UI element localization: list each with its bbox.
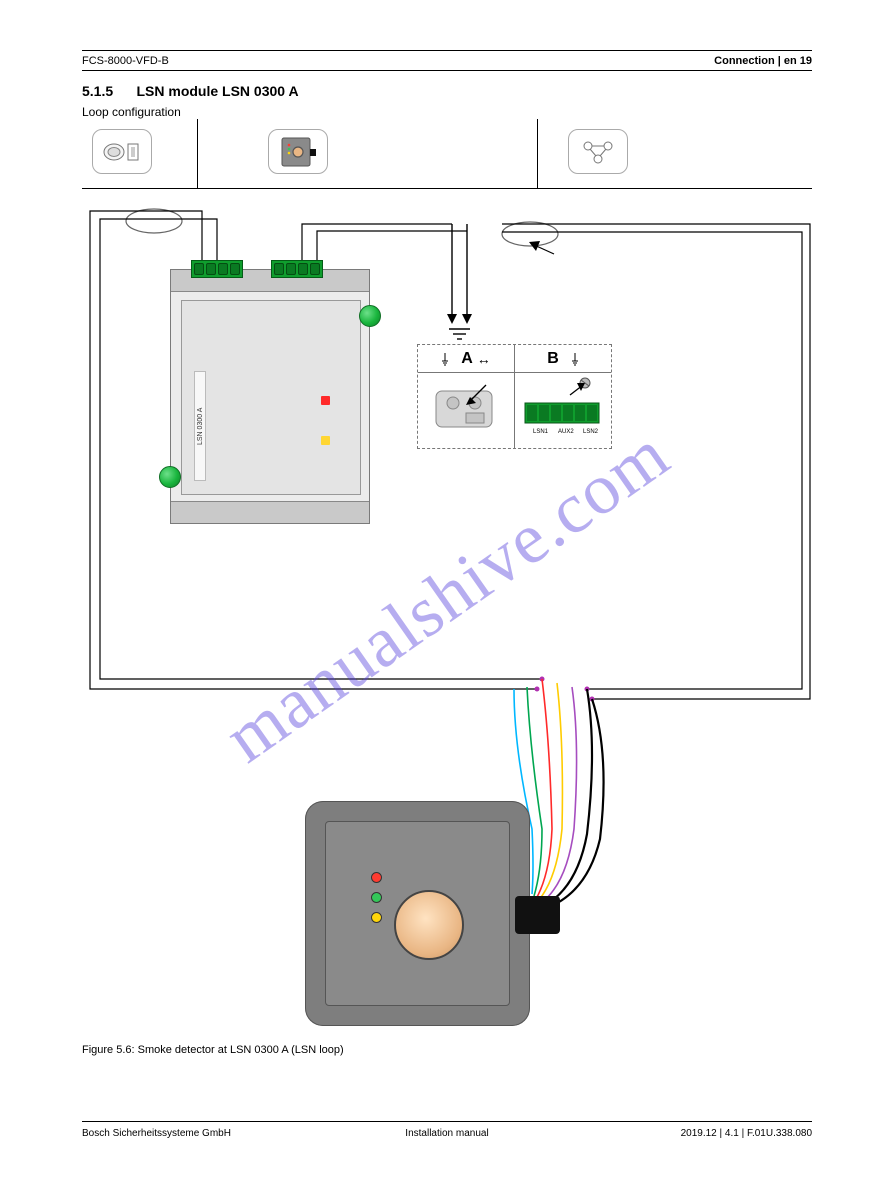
module-side-label: LSN 0300 A — [194, 371, 206, 481]
smoke-detector-icon — [268, 129, 328, 174]
page-footer: Bosch Sicherheitssysteme GmbH Installati… — [82, 1121, 812, 1151]
svg-text:AUX2: AUX2 — [558, 429, 574, 435]
plug-bottom — [159, 466, 181, 488]
module-led-yellow — [321, 436, 330, 445]
icon-row — [82, 119, 812, 189]
svg-text:LSN2: LSN2 — [583, 429, 599, 435]
lsn-loop-icon — [92, 129, 152, 174]
ab-jumper-box: A ↔ B — [417, 344, 612, 449]
detector-lens — [394, 890, 464, 960]
lsn-module: LSN 0300 A — [170, 269, 370, 524]
header-section: Connection | en 19 — [714, 55, 812, 67]
footer-right: 2019.12 | 4.1 | F.01U.338.080 — [681, 1128, 812, 1139]
module-led-red — [321, 396, 330, 405]
ab-arrows: ↔ — [477, 351, 491, 367]
detector-led-red — [371, 872, 382, 883]
wiring-diagram: LSN 0300 A A ↔ — [82, 189, 812, 989]
lsn-loop-icon-2 — [568, 129, 628, 174]
ab-label-b: B — [547, 350, 559, 368]
detector-led-green — [371, 892, 382, 903]
section-title: 5.1.5 LSN module LSN 0300 A — [82, 83, 812, 99]
smoke-detector — [305, 801, 530, 1026]
terminal-block-1 — [191, 260, 243, 278]
svg-text:LSN1: LSN1 — [533, 429, 549, 435]
plug-top — [359, 305, 381, 327]
header-product: FCS-8000-VFD-B — [82, 55, 169, 67]
ab-label-a: A — [461, 350, 473, 368]
subsection-title: Loop configuration — [82, 105, 812, 119]
terminal-block-2 — [271, 260, 323, 278]
cable-gland — [515, 896, 560, 934]
figure-caption: Figure 5.6: Smoke detector at LSN 0300 A… — [82, 1044, 344, 1056]
detector-led-yellow — [371, 912, 382, 923]
